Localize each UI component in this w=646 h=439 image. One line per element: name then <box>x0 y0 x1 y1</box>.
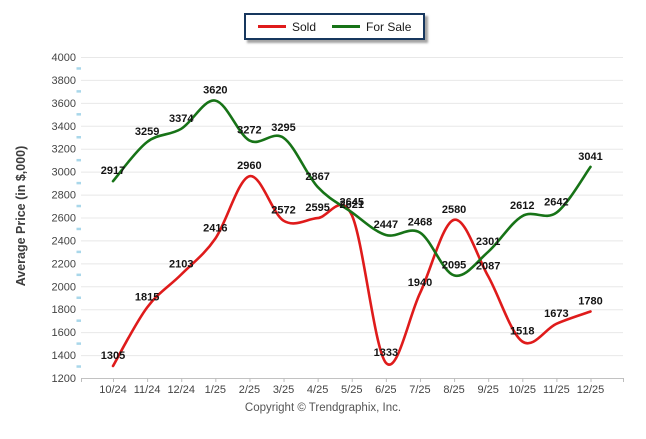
svg-text:2103: 2103 <box>169 258 193 270</box>
copyright-text: Copyright © Trendgraphix, Inc. <box>244 402 402 414</box>
legend-item-sold: Sold <box>258 21 316 33</box>
svg-text:10/24: 10/24 <box>99 384 127 396</box>
svg-text:2447: 2447 <box>374 219 398 231</box>
svg-text:3295: 3295 <box>271 122 295 134</box>
svg-text:1800: 1800 <box>52 304 76 316</box>
svg-text:2645: 2645 <box>340 196 364 208</box>
svg-text:3374: 3374 <box>169 113 194 125</box>
svg-text:3041: 3041 <box>578 151 602 163</box>
svg-text:3200: 3200 <box>52 144 76 156</box>
svg-text:4000: 4000 <box>52 52 76 64</box>
svg-text:2572: 2572 <box>271 205 295 217</box>
svg-text:5/25: 5/25 <box>341 384 362 396</box>
svg-text:11/25: 11/25 <box>543 384 570 396</box>
legend-label-sold: Sold <box>292 19 317 34</box>
svg-text:1815: 1815 <box>135 291 159 303</box>
svg-text:1600: 1600 <box>52 327 76 339</box>
svg-text:1400: 1400 <box>52 350 76 362</box>
svg-text:2800: 2800 <box>52 190 76 202</box>
svg-text:2000: 2000 <box>52 281 76 293</box>
svg-text:1940: 1940 <box>408 277 432 289</box>
svg-text:4/25: 4/25 <box>307 384 328 396</box>
svg-text:2087: 2087 <box>476 260 500 272</box>
svg-text:1333: 1333 <box>374 347 398 359</box>
svg-text:3600: 3600 <box>52 98 76 110</box>
svg-text:3000: 3000 <box>52 167 76 179</box>
svg-text:2580: 2580 <box>442 204 466 216</box>
svg-text:2867: 2867 <box>305 171 329 183</box>
svg-text:3800: 3800 <box>52 75 76 87</box>
svg-text:7/25: 7/25 <box>409 384 430 396</box>
svg-text:3272: 3272 <box>237 124 261 136</box>
legend-item-for-sale: For Sale <box>332 21 411 33</box>
svg-text:1780: 1780 <box>578 296 602 308</box>
svg-text:11/24: 11/24 <box>134 384 161 396</box>
svg-text:12/25: 12/25 <box>577 384 605 396</box>
legend-label-for-sale: For Sale <box>366 19 412 34</box>
svg-text:2/25: 2/25 <box>239 384 260 396</box>
svg-text:6/25: 6/25 <box>375 384 396 396</box>
svg-text:2200: 2200 <box>52 258 76 270</box>
svg-text:2301: 2301 <box>476 236 500 248</box>
svg-text:2960: 2960 <box>237 160 261 172</box>
svg-text:12/24: 12/24 <box>167 384 195 396</box>
svg-text:2600: 2600 <box>52 213 76 225</box>
svg-text:2416: 2416 <box>203 223 227 235</box>
svg-text:3620: 3620 <box>203 85 227 97</box>
svg-text:2621: 2621 <box>340 199 364 211</box>
svg-text:1673: 1673 <box>544 308 568 320</box>
svg-text:1305: 1305 <box>101 350 125 362</box>
svg-text:2642: 2642 <box>544 197 568 209</box>
for-sale-line-swatch <box>332 25 361 28</box>
svg-text:1200: 1200 <box>52 373 76 385</box>
svg-text:3259: 3259 <box>135 126 159 138</box>
sold-line-swatch <box>258 25 286 28</box>
svg-text:3400: 3400 <box>52 121 76 133</box>
svg-text:2612: 2612 <box>510 200 534 212</box>
svg-text:2400: 2400 <box>52 235 76 247</box>
svg-text:8/25: 8/25 <box>443 384 464 396</box>
svg-text:9/25: 9/25 <box>477 384 498 396</box>
svg-text:2595: 2595 <box>305 202 329 214</box>
chart-legend: Sold For Sale <box>244 13 426 40</box>
svg-text:2917: 2917 <box>101 165 125 177</box>
svg-text:1/25: 1/25 <box>205 384 226 396</box>
svg-text:2095: 2095 <box>442 259 466 271</box>
svg-text:3/25: 3/25 <box>273 384 294 396</box>
svg-text:2468: 2468 <box>408 217 432 229</box>
svg-text:10/25: 10/25 <box>509 384 537 396</box>
y-axis-title: Average Price (in $,000) <box>14 145 28 287</box>
svg-text:1518: 1518 <box>510 326 534 338</box>
